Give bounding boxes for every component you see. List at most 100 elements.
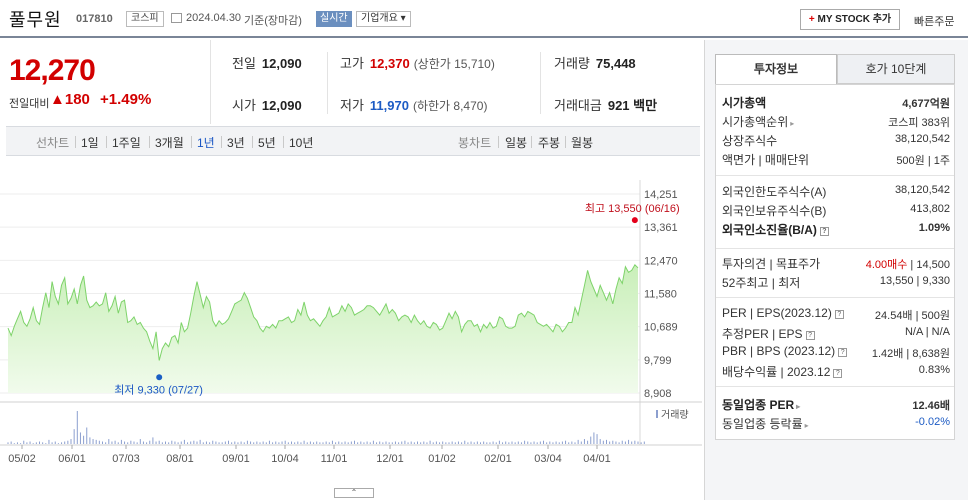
period-1w[interactable]: 1주일 [112,136,141,150]
low-marker [156,374,163,381]
volume-bar [142,441,144,444]
volume-bar [16,442,18,444]
volume-bar [583,439,585,444]
volume-bar [517,441,519,444]
volume-bar [180,441,182,444]
quick-order-link[interactable]: 빠른주문 [914,16,955,28]
volume-bar [574,442,576,444]
volume-bar [495,442,497,444]
info-row[interactable]: 동일업종 PER ▸ 12.46배 [722,396,950,414]
period-1y[interactable]: 1년 [197,136,215,150]
chart-toolbar: 선차트 1일 1주일 3개월 1년 3년 5년 10년 봉차트 일봉 주봉 월봉 [6,126,700,156]
candle-daily[interactable]: 일봉 [505,136,528,150]
add-mystock-button[interactable]: + MY STOCK 추가 [800,9,900,30]
volume-bar [243,442,245,444]
volume-bar [177,442,179,444]
info-row: 배당수익률 | 2023.12? 0.83% [722,363,950,381]
info-label: 동일업종 등락률 ▸ [722,417,809,431]
candle-monthly[interactable]: 월봉 [571,136,594,150]
info-label: 시가총액순위 ▸ [722,115,795,129]
extreme-markers: 최고 13,550 (06/16) 최저 9,330 (07/27) [114,202,680,396]
price-chart[interactable]: 14,251 13,361 12,470 11,580 10,689 9,799 8,908… [0,160,702,488]
up-arrow-icon: ▲ [50,91,65,108]
volume-bar [426,442,428,444]
volume-bar [86,427,88,444]
volume-bar [294,442,296,444]
info-row: 52주최고 | 최저 13,550 | 9,330 [722,274,950,292]
period-5y[interactable]: 5년 [258,136,276,150]
x-tick-label: 07/03 [112,453,140,465]
volume-bar [461,442,463,444]
section-divider [716,297,954,298]
high-label: 최고 13,550 (06/16) [585,202,680,215]
realtime-button[interactable]: 실시간 [316,11,352,27]
info-row[interactable]: 시가총액순위 ▸ 코스피 383위 [722,113,950,131]
volume-bar [278,442,280,444]
volume-bar [527,441,529,444]
x-tick-label: 03/04 [534,453,562,465]
x-tick-label: 09/01 [222,453,250,465]
info-value: -0.02% [915,416,950,428]
volume-bar [256,441,258,444]
y-tick-label: 8,908 [644,388,672,400]
open-price: 시가 12,090 [232,98,302,113]
info-icon[interactable]: ? [805,331,815,340]
volume-bar [250,441,252,444]
period-1d[interactable]: 1일 [81,136,99,150]
volume-bar [209,442,211,444]
line-chart-label[interactable]: 선차트 [36,136,70,150]
volume-bar [628,439,630,444]
volume-bar [423,441,425,444]
volume-bar [76,411,78,444]
y-tick-label: 13,361 [644,222,678,234]
volume-bar [354,440,355,444]
info-row: 액면가 | 매매단위 500원 | 1주 [722,151,950,169]
volume-bar [382,442,384,444]
volume-bar [23,440,25,444]
info-value: N/A | N/A [904,326,950,338]
volume-bar [442,441,444,444]
info-value: 38,120,542 [894,133,950,145]
volume-bar [42,442,44,444]
info-value: 4.00매수 | 14,500 [865,259,950,271]
volume-bar [624,441,626,444]
volume-bar [231,442,233,444]
period-10y[interactable]: 10년 [289,136,314,150]
candle-weekly[interactable]: 주봉 [538,136,561,150]
volume-bar [316,441,318,444]
volume-bar [297,441,299,444]
volume-legend-swatch [656,410,658,418]
tab-orderbook[interactable]: 호가 10단계 [837,54,955,84]
info-icon[interactable]: ? [819,227,829,236]
period-3y[interactable]: 3년 [227,136,245,150]
info-icon[interactable]: ? [838,348,848,357]
volume-bar [108,439,110,444]
volume-bar [338,441,340,444]
info-label: 외국인보유주식수(B) [722,204,827,218]
info-row[interactable]: 동일업종 등락률 ▸ -0.02% [722,415,950,433]
volume-bar [435,441,437,444]
volume-bar [587,440,589,444]
candle-chart-label[interactable]: 봉차트 [458,136,492,150]
volume-bar [259,442,261,444]
arrow-right-icon: ▸ [804,421,809,430]
volume-bar [476,441,478,444]
volume-bar [536,442,538,444]
info-icon[interactable]: ? [833,369,843,378]
volume-bar [322,442,324,444]
volume-bar [57,443,59,444]
volume-bar [520,442,522,444]
volume-bar [215,441,217,444]
info-value: 1.42배 | 8,638원 [871,348,950,360]
collapse-chart-button[interactable]: ⌃ [334,488,374,498]
info-icon[interactable]: ? [834,310,844,319]
period-3m[interactable]: 3개월 [155,136,184,150]
company-overview-dropdown[interactable]: 기업개요 ▾ [356,11,411,27]
x-tick-label: 04/01 [583,453,611,465]
tab-investment-info[interactable]: 투자정보 [715,54,837,84]
volume-bar [234,441,236,444]
volume-bar [445,442,447,444]
volume-bar [303,440,305,444]
volume-bar [268,440,270,444]
volume-bar [602,440,604,444]
